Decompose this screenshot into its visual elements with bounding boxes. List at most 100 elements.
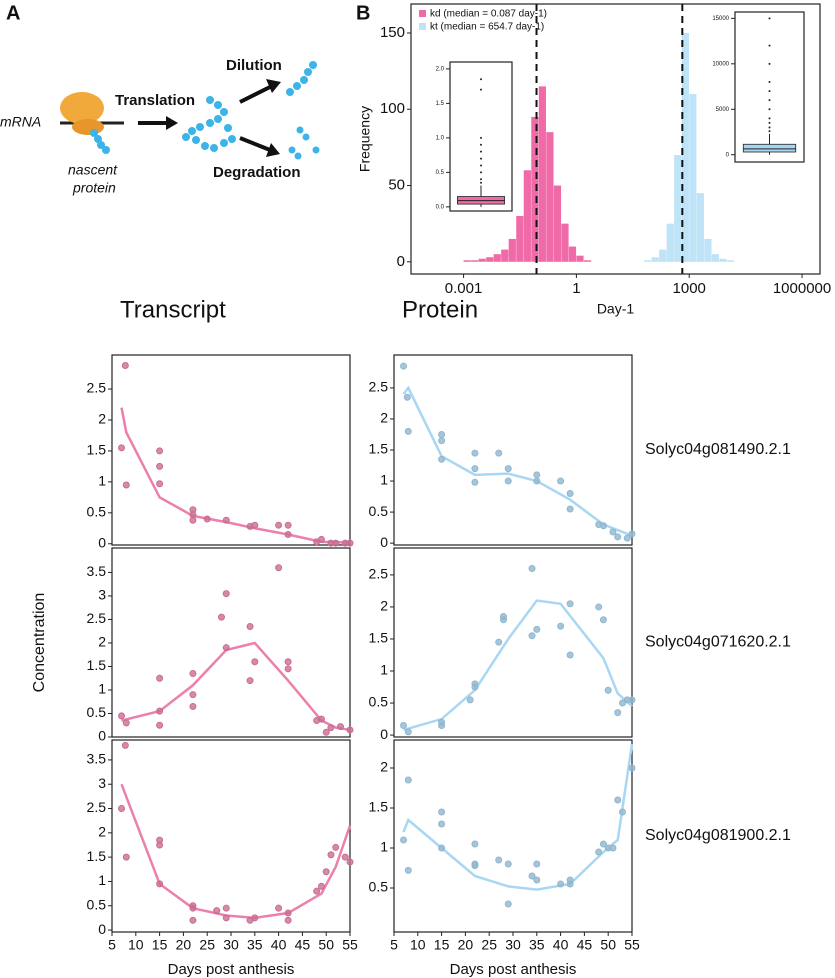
y-tick-label: 0 (397, 253, 405, 270)
data-point (327, 724, 335, 732)
x-tick-label: 15 (434, 937, 450, 953)
data-point (189, 902, 197, 910)
y-tick-label: 1 (98, 872, 106, 888)
hist-bar (704, 238, 712, 262)
fit-line (120, 407, 351, 544)
y-tick-label: 1.5 (369, 441, 389, 457)
data-point (566, 880, 574, 888)
fit-line (402, 385, 633, 537)
data-point (609, 528, 617, 536)
data-point (438, 721, 446, 729)
outlier (768, 99, 771, 102)
data-point (471, 478, 479, 486)
column-title: Protein (402, 296, 478, 323)
data-point (284, 658, 292, 666)
x-tick-label: 1 (572, 280, 580, 297)
x-tick-label: 35 (247, 937, 263, 953)
data-point (471, 840, 479, 848)
data-point (533, 471, 541, 479)
data-point (284, 909, 292, 917)
data-point (528, 565, 536, 573)
y-axis-label: Concentration (31, 593, 48, 693)
x-tick-label: 30 (223, 937, 239, 953)
outlier (480, 171, 482, 174)
arrow-head (266, 143, 280, 157)
panel-a: A mRNA Translation Dilution Degradation … (0, 2, 320, 196)
plot-frame (111, 547, 351, 738)
data-point (322, 868, 330, 876)
hist-bar (501, 249, 509, 262)
x-tick-label: 45 (577, 937, 593, 953)
data-point (246, 623, 254, 631)
hist-bar (463, 260, 471, 262)
outlier (768, 44, 771, 47)
y-tick-label: 0.5 (87, 704, 107, 720)
hist-bar (486, 257, 494, 262)
data-point (438, 808, 446, 816)
x-tick-label: 40 (553, 937, 569, 953)
y-tick-label: 15000 (712, 16, 729, 22)
data-point (189, 916, 197, 924)
y-tick-label: 1.5 (87, 848, 107, 864)
y-tick-label: 0.5 (87, 896, 107, 912)
plot-frame (449, 61, 513, 212)
data-point (327, 851, 335, 859)
data-point (217, 613, 225, 621)
data-point (533, 625, 541, 633)
data-point (495, 638, 503, 646)
y-tick-label: 1 (98, 681, 106, 697)
data-point (203, 515, 211, 523)
y-tick-label: 1 (98, 473, 106, 489)
data-point (604, 686, 612, 694)
outlier (768, 81, 771, 83)
data-point (118, 444, 126, 452)
y-tick-label: 1.5 (369, 630, 389, 646)
data-point (614, 796, 622, 804)
legend-label: kd (median = 0.087 day-1) (430, 9, 547, 20)
data-point (628, 696, 636, 704)
data-point (322, 728, 330, 736)
data-point (156, 707, 164, 715)
y-tick-label: 50 (388, 176, 405, 193)
y-tick-label: 0.5 (369, 694, 389, 710)
data-point (189, 516, 197, 524)
data-point (438, 844, 446, 852)
legend-swatch (419, 23, 426, 30)
outlier (480, 150, 482, 153)
data-point (121, 741, 129, 749)
x-tick-label: 25 (199, 937, 215, 953)
data-point (189, 702, 197, 710)
y-tick-label: 2 (380, 410, 388, 426)
data-point (246, 677, 254, 685)
data-point (566, 489, 574, 497)
outlier (480, 88, 482, 91)
hist-bar (651, 257, 659, 262)
step-label: Translation (115, 92, 195, 109)
x-tick-label: 45 (295, 937, 311, 953)
outlier (480, 157, 482, 160)
data-point (222, 516, 230, 524)
data-point (557, 477, 565, 485)
column-title: Transcript (120, 296, 226, 323)
data-point (618, 808, 626, 816)
y-tick-label: 0 (380, 534, 388, 550)
data-point (156, 480, 164, 488)
y-tick-label: 0.5 (369, 503, 389, 519)
data-point (404, 776, 412, 784)
data-point (471, 465, 479, 473)
data-point (623, 534, 631, 542)
data-point (504, 860, 512, 868)
y-tick-label: 0 (98, 728, 106, 744)
hist-bar (538, 86, 546, 262)
data-point (313, 887, 321, 895)
data-point (614, 533, 622, 541)
plot-frame (393, 547, 633, 738)
hist-bar (681, 32, 689, 262)
data-point (336, 723, 344, 731)
data-point (213, 907, 221, 915)
data-point (156, 447, 164, 455)
y-tick-label: 1 (380, 662, 388, 678)
data-point (341, 853, 349, 861)
y-tick-label: 1.5 (436, 101, 445, 107)
